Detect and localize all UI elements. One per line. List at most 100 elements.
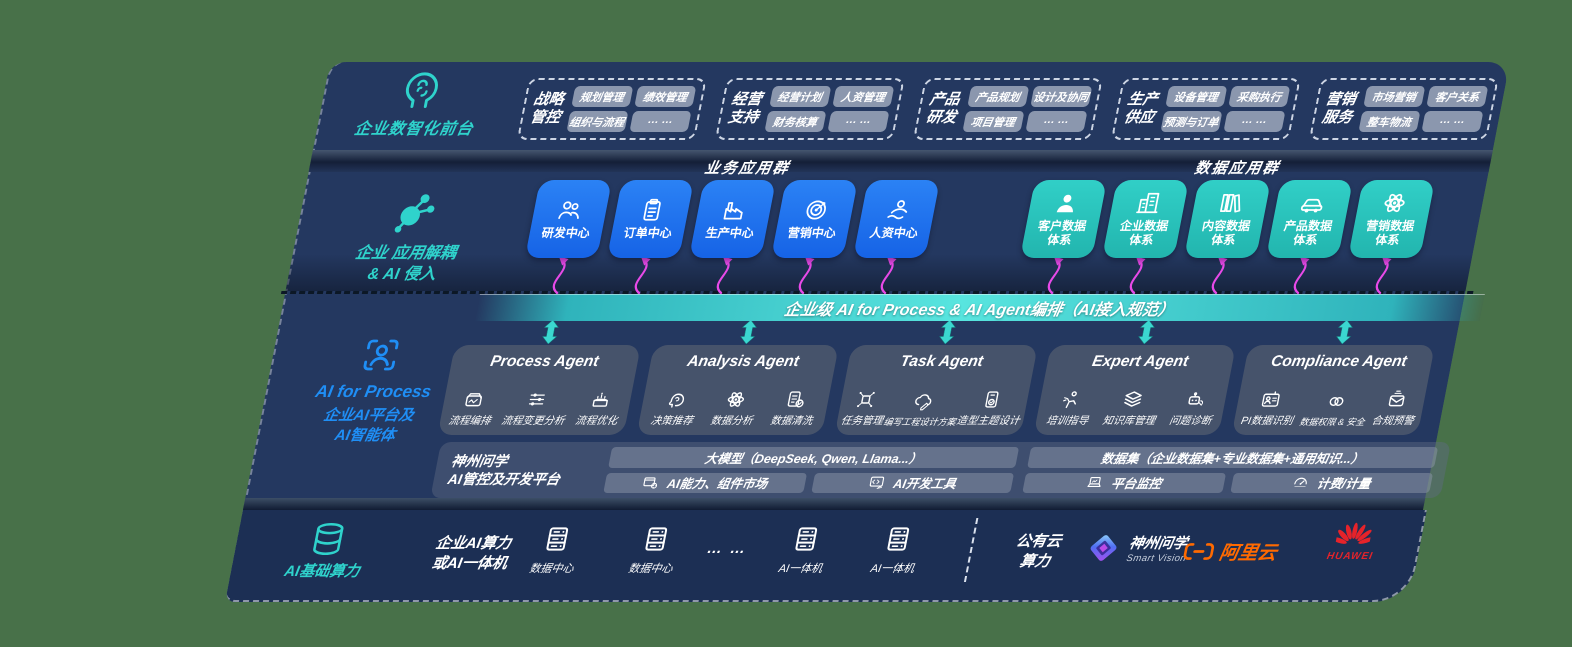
agent-items: 培训指导 知识库管理 问题诊断 <box>1039 376 1227 428</box>
alicloud-logo <box>1181 540 1217 563</box>
tile-label: 企业数据体系 <box>1118 219 1170 247</box>
server-icon <box>880 524 916 554</box>
app-decouple-line2: & AI 侵入 <box>366 265 438 283</box>
vendor-huawei: HUAWEI <box>1318 522 1388 562</box>
bot-wrench-icon <box>1182 389 1207 410</box>
agents-row: Process Agent 流程编排 流程变更分析 流程优化 Analysis Agen… <box>437 345 1435 435</box>
agent-item-label: 编写工程设计方案 <box>882 417 957 427</box>
platform-monitor-cell: 平台监控 <box>1022 472 1226 493</box>
agent-item: 编写工程设计方案 <box>883 391 961 428</box>
front-office-label: 企业数智化前台 <box>327 68 511 139</box>
layer-divider-3 <box>242 498 1426 510</box>
front-office-title: 企业数智化前台 <box>352 121 476 138</box>
agent-item-label: 数据清洗 <box>769 415 814 427</box>
group-chips: 市场营销 客户关系 整车物流… … <box>1357 86 1489 132</box>
agent-item-label: 数据权限 & 安全 <box>1298 417 1366 427</box>
agent-card: Process Agent 流程编排 流程变更分析 流程优化 <box>437 345 641 435</box>
front-office-group: 战略管控 规划管理 绩效管理 组织与流程… … <box>516 78 707 140</box>
agent-card: Task Agent 任务管理 编写工程设计方案 造型主题设计 <box>834 345 1038 435</box>
cloud-pen-icon <box>911 391 936 412</box>
tile-label: 研发中心 <box>540 226 592 241</box>
rings-icon <box>1324 391 1349 412</box>
sliders-icon <box>525 389 550 410</box>
app-tile: 内容数据体系 <box>1183 180 1272 258</box>
updown-arrow-icon <box>936 319 959 345</box>
ai-compute-base-label: AI基础算力 <box>265 520 387 581</box>
huawei-name: HUAWEI <box>1325 551 1374 562</box>
chip: 规划管理 <box>570 86 634 107</box>
agent-name: Task Agent <box>898 353 985 370</box>
server-icon <box>788 524 824 554</box>
agent-items: 任务管理 编写工程设计方案 造型主题设计 <box>840 376 1028 428</box>
group-title: 营销服务 <box>1320 91 1358 126</box>
smartvision-name: 神州问学 <box>1127 536 1189 552</box>
agent-item-label: 培训指导 <box>1045 415 1090 427</box>
public-cloud-line2: 算力 <box>1018 553 1052 571</box>
agent-name: Analysis Agent <box>685 353 801 370</box>
infra-node: AI一体机 <box>859 524 933 576</box>
ai-platform-line1: 企业AI平台及 <box>322 407 416 424</box>
chip: 经营计划 <box>768 86 832 107</box>
chip: 客户关系 <box>1426 86 1489 107</box>
model-group: 大模型（DeepSeek, Qwen, Llama...） AI能力、组件市场 … <box>603 447 1020 493</box>
agent-item: PI数据识别 <box>1240 389 1300 428</box>
agent-name: Compliance Agent <box>1269 353 1409 370</box>
ai-platform-line2: AI智能体 <box>333 426 397 444</box>
agent-item-label: 流程变更分析 <box>500 415 566 427</box>
app-tile: 订单中心 <box>606 180 695 258</box>
server-icon <box>638 524 674 554</box>
tile-label: 生产中心 <box>704 226 756 241</box>
agent-item: 造型主题设计 <box>955 389 1025 428</box>
huawei-logo <box>1334 522 1374 549</box>
app-tile: 人资中心 <box>852 180 941 258</box>
infra-node-label: 数据中心 <box>528 563 575 575</box>
front-office-group: 营销服务 市场营销 客户关系 整车物流… … <box>1308 78 1499 140</box>
server-icon <box>539 524 575 554</box>
clipboard-icon <box>637 197 668 223</box>
ai-devtools-cell: AI开发工具 <box>810 472 1015 493</box>
ai-capability-market-label: AI能力、组件市场 <box>665 477 769 492</box>
agent-item: 数据权限 & 安全 <box>1298 391 1370 428</box>
chip: 产品规划 <box>966 86 1030 107</box>
infra-node-label: AI一体机 <box>869 563 916 575</box>
database-icon <box>306 520 351 558</box>
business-apps-header: 业务应用群 <box>703 160 792 177</box>
tile-label: 客户数据体系 <box>1036 219 1088 247</box>
front-office-groups: 战略管控 规划管理 绩效管理 组织与流程… … 经营支持 经营计划 人资管理 财务核算… … 产… <box>516 78 1499 140</box>
person-scan-icon <box>355 334 405 376</box>
chip: … … <box>1025 111 1088 132</box>
agent-card: Analysis Agent 决策推荐 数据分析 数据清洗 <box>636 345 840 435</box>
app-decouple-line1: 企业 应用解耦 <box>353 245 458 262</box>
agent-item: 数据分析 <box>709 389 759 428</box>
tablet-check-icon <box>980 389 1005 410</box>
id-card-icon <box>1259 389 1284 410</box>
agent-items: PI数据识别 数据权限 & 安全 合规预警 <box>1237 376 1425 428</box>
car-icon <box>1297 190 1328 216</box>
tile-label: 内容数据体系 <box>1200 219 1252 247</box>
monitor-icon <box>1085 474 1105 491</box>
agent-item-label: 造型主题设计 <box>955 415 1021 427</box>
data-app-tiles: 客户数据体系 企业数据体系 内容数据体系 产品数据体系 营销数据体系 <box>1019 180 1436 258</box>
chip: 市场营销 <box>1362 86 1426 107</box>
market-icon <box>641 474 661 491</box>
model-bar: 大模型（DeepSeek, Qwen, Llama...） <box>608 447 1020 468</box>
dataset-bar: 数据集（企业数据集+专业数据集+通用知识...） <box>1027 447 1439 468</box>
group-title: 战略管控 <box>528 91 566 126</box>
agent-item: 决策推荐 <box>649 389 699 428</box>
chip: … … <box>1421 111 1484 132</box>
data-apps-header: 数据应用群 <box>1193 160 1282 177</box>
factory-icon <box>719 197 750 223</box>
chip: … … <box>629 111 692 132</box>
app-tile: 产品数据体系 <box>1265 180 1354 258</box>
group-chips: 产品规划 设计及协同 项目管理… … <box>961 86 1093 132</box>
smartvision-subname: Smart Vision <box>1125 553 1188 564</box>
app-tile: 客户数据体系 <box>1019 180 1108 258</box>
training-icon <box>1059 389 1084 410</box>
agent-item-label: 流程优化 <box>574 415 619 427</box>
chip: 项目管理 <box>961 111 1025 132</box>
chip: 组织与流程 <box>565 111 629 132</box>
agent-item-label: 决策推荐 <box>649 415 694 427</box>
agent-item-label: 合规预警 <box>1370 415 1415 427</box>
agent-item: 培训指导 <box>1045 389 1095 428</box>
